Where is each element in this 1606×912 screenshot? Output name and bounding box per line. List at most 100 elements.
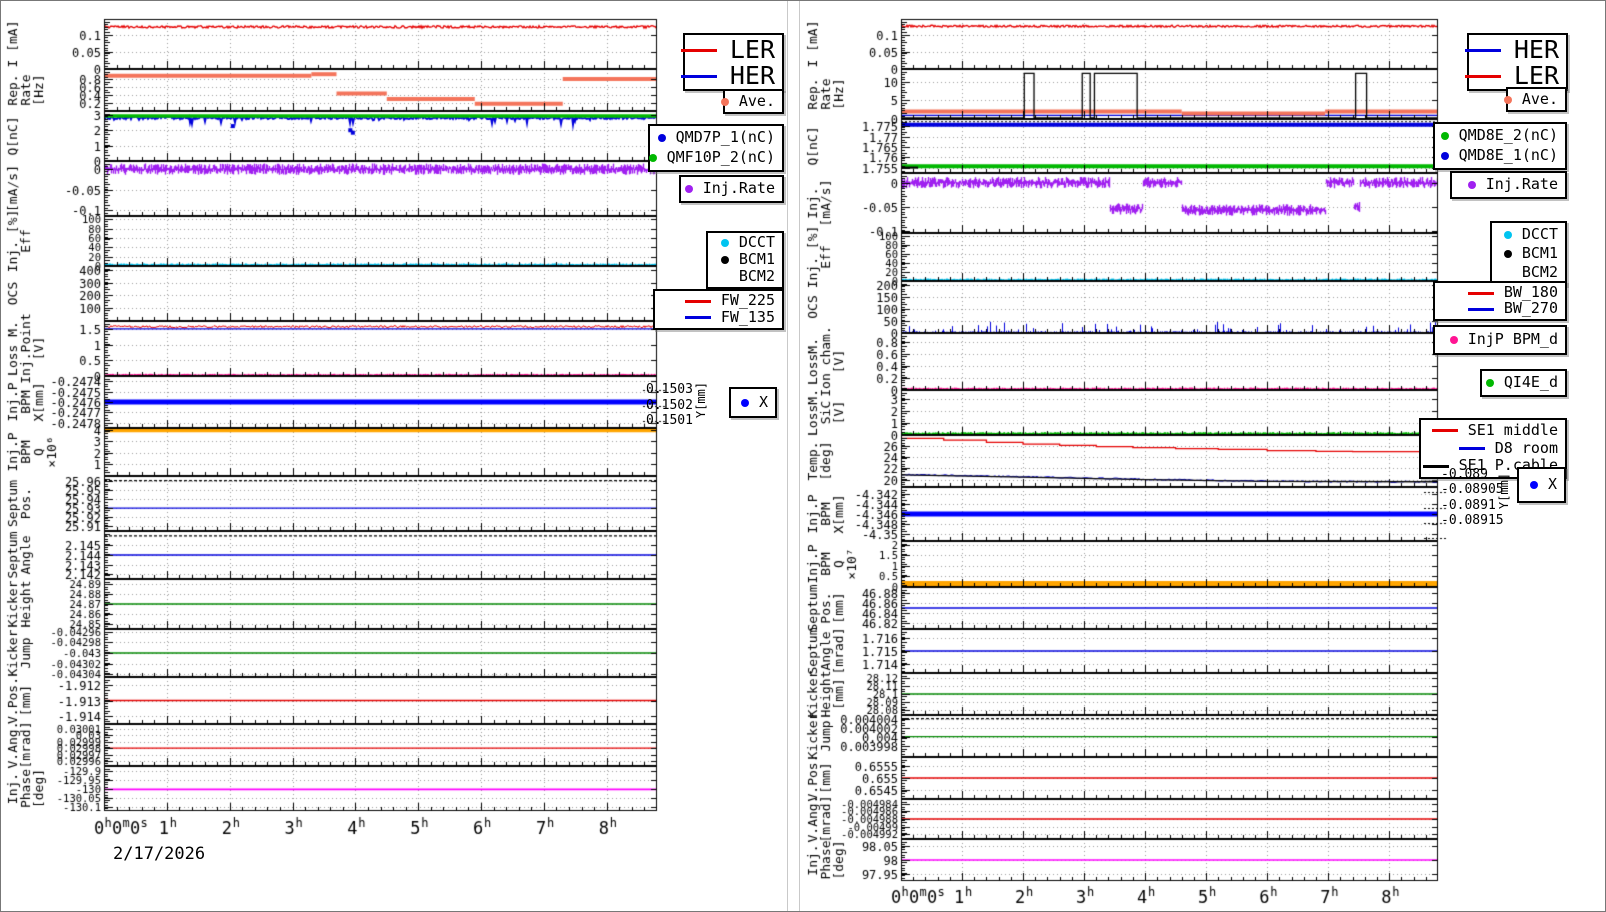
legend-label: BCM2 — [1521, 262, 1558, 281]
panel-divider — [799, 1, 800, 911]
legend-label: FW_225 — [720, 291, 775, 310]
legend-entry: QMD7P_1(nC) — [657, 128, 775, 147]
legend-entry: FW_225 — [662, 293, 775, 309]
legend-label: LER — [729, 35, 775, 64]
legend-entry: BCM2 — [715, 266, 775, 285]
ler-line-swatch — [1464, 74, 1501, 78]
fw135-line-swatch — [684, 316, 711, 320]
right-axis-tick: -0.08915 — [1441, 513, 1504, 528]
legend-entry: DCCT — [1499, 224, 1558, 243]
legend-label: HER — [1513, 35, 1559, 64]
legend-label: Inj.Rate — [1485, 175, 1558, 194]
legend-entry: LER — [1464, 61, 1559, 91]
legend-charge-monitors: QMD7P_1(nC) QMF10P_2(nC) — [648, 124, 784, 172]
legend-label: DCCT — [738, 233, 775, 252]
legend-entry: Inj.Rate — [1459, 175, 1558, 194]
legend-label: BW_180 — [1503, 283, 1558, 302]
legend-label: DCCT — [1521, 224, 1558, 243]
qmd8e1-dot-swatch — [1440, 152, 1449, 160]
legend-ave: Ave. — [720, 89, 784, 114]
qmd7p-dot-swatch — [657, 134, 666, 142]
legend-ave: Ave. — [1503, 87, 1567, 112]
date-label: 2/17/2026 — [113, 844, 206, 864]
se1-middle-line-swatch — [1431, 429, 1458, 433]
inj-rate-dot-swatch — [684, 185, 693, 193]
legend-label: LER — [1513, 61, 1559, 91]
x-dot-swatch — [740, 398, 749, 407]
legend-entry: QMD8E_1(nC) — [1440, 146, 1558, 165]
legend-label: BW_270 — [1503, 299, 1558, 318]
legend-label: QMD7P_1(nC) — [675, 128, 775, 147]
legend-entry: DCCT — [715, 235, 775, 251]
legend-label: QMD8E_1(nC) — [1458, 146, 1558, 165]
legend-label: InjP BPM_d — [1467, 330, 1558, 349]
legend-charge-monitors: QMD8E_2(nC) QMD8E_1(nC) — [1433, 122, 1567, 170]
fw225-line-swatch — [684, 299, 711, 303]
legend-label: Ave. — [738, 91, 775, 110]
right-axis-tick: -0.0891 — [1441, 498, 1496, 513]
bcm1-dot-swatch — [1503, 249, 1512, 258]
qmf10p-dot-swatch — [648, 154, 657, 162]
legend-bpm-x: X — [1517, 467, 1566, 503]
legend-label: QMF10P_2(nC) — [666, 148, 775, 167]
inj-rate-dot-swatch — [1467, 181, 1476, 189]
d8-room-line-swatch — [1458, 446, 1485, 450]
right-axis-tick: -0.089 — [1441, 467, 1488, 482]
panel-divider — [787, 1, 788, 911]
legend-label: X — [1547, 475, 1557, 494]
legend-entry: BCM1 — [1499, 243, 1558, 262]
legend-label: BCM2 — [738, 266, 775, 285]
legend-label: SE1 middle — [1467, 420, 1558, 439]
legend-label: QMD8E_2(nC) — [1458, 126, 1558, 145]
legend-label: BCM1 — [738, 250, 775, 269]
legend-loss-monitors: FW_225 FW_135 — [653, 289, 784, 330]
legend-label: FW_135 — [720, 307, 775, 326]
se1-pcable-line-swatch — [1422, 464, 1449, 468]
ave-dot-swatch — [1503, 95, 1512, 104]
legend-entry: QMD8E_2(nC) — [1440, 126, 1558, 145]
legend-entry: BW_180 — [1442, 283, 1558, 302]
bw270-line-swatch — [1467, 307, 1494, 311]
legend-inj-rate: Inj.Rate — [1450, 171, 1567, 199]
legend-entry: LER — [680, 35, 775, 64]
legend-label: D8 room — [1494, 438, 1558, 457]
legend-entry: Ave. — [1503, 89, 1558, 108]
legend-entry: D8 room — [1428, 438, 1558, 457]
dcct-dot-swatch — [720, 239, 729, 248]
legend-temperature: SE1 middle D8 room SE1 P.cable — [1419, 418, 1567, 479]
legend-entry: QMF10P_2(nC) — [648, 148, 775, 167]
legend-bpm-x: X — [729, 387, 777, 418]
legend-inj-rate: Inj.Rate — [679, 175, 784, 203]
right-axis-tick: 0.1502 — [646, 398, 693, 413]
legend-label: HER — [729, 61, 775, 91]
legend-label: X — [758, 392, 768, 411]
qi4e-d-dot-swatch — [1485, 379, 1494, 387]
legend-label: BCM1 — [1521, 243, 1558, 262]
legend-label: Ave. — [1521, 89, 1558, 108]
legend-entry: QI4E_d — [1485, 373, 1558, 392]
right-axis-tick: 0.1501 — [646, 413, 693, 428]
bcm1-dot-swatch — [720, 255, 729, 264]
right-axis-title: Y[mm] — [1497, 472, 1511, 510]
right-axis-tick: 0.1503 — [646, 382, 693, 397]
injp-bpm-d-dot-swatch — [1449, 336, 1458, 344]
legend-injp-bpm-d: InjP BPM_d — [1433, 325, 1567, 355]
legend-entry: X — [1526, 475, 1557, 494]
her-line-swatch — [680, 74, 717, 78]
right-axis-title: Y[mm] — [694, 381, 708, 419]
legend-entry: InjP BPM_d — [1442, 330, 1558, 349]
legend-entry: Inj.Rate — [684, 180, 775, 197]
her-line-swatch — [1464, 48, 1501, 52]
legend-entry: Ave. — [720, 91, 775, 110]
legend-bw-monitors: BW_180 BW_270 — [1433, 281, 1567, 321]
legend-entry: BCM2 — [1499, 262, 1558, 281]
x-dot-swatch — [1529, 481, 1538, 489]
legend-efficiency-monitors: DCCT BCM1 BCM2 — [1490, 221, 1567, 286]
legend-efficiency-monitors: DCCT BCM1 BCM2 — [706, 231, 784, 289]
qmd8e2-dot-swatch — [1440, 132, 1449, 140]
ler-line-swatch — [680, 48, 717, 52]
legend-label: QI4E_d — [1503, 373, 1558, 392]
legend-entry: BW_270 — [1442, 299, 1558, 318]
ave-dot-swatch — [720, 97, 729, 106]
